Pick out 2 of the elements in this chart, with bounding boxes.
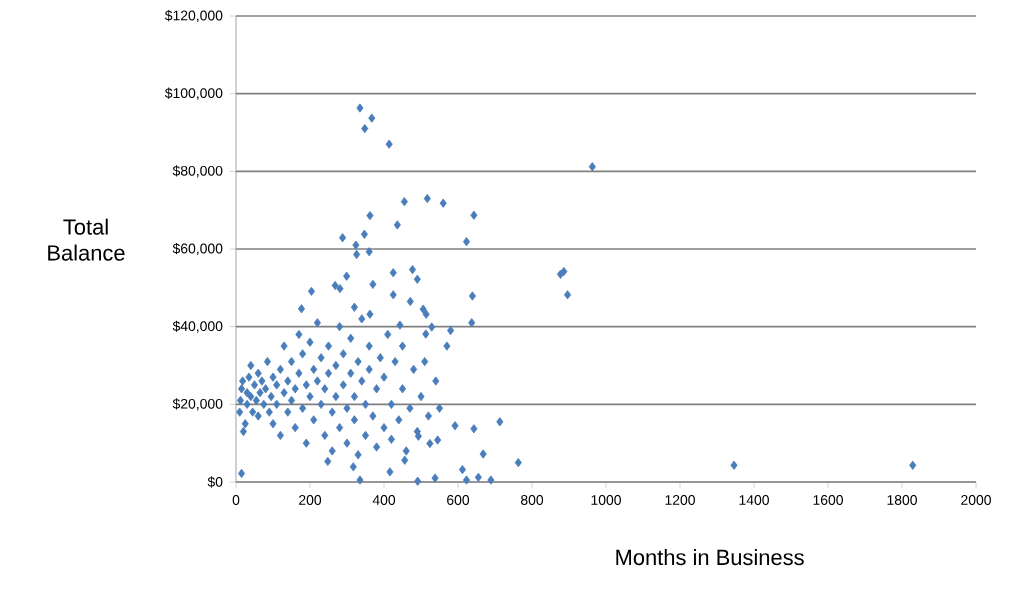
y-axis-title: Total Balance xyxy=(48,218,125,261)
x-axis-title: Months in Business xyxy=(616,549,804,566)
